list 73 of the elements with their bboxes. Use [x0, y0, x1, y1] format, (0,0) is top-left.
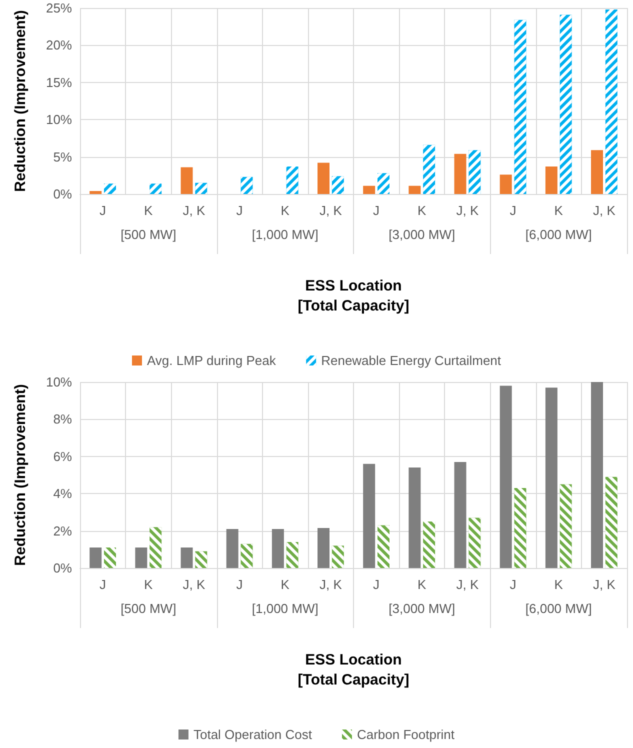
- x-tick-label: J: [510, 577, 516, 592]
- bar: [500, 174, 512, 194]
- y-tick-label: 15%: [46, 74, 72, 90]
- text: [500 MW]: [120, 227, 176, 242]
- bar: [318, 162, 330, 194]
- y-tick-label: 10%: [46, 374, 72, 390]
- x-tick-label: K: [144, 203, 154, 218]
- y-tick-label: 6%: [53, 448, 72, 464]
- bar: [226, 528, 238, 568]
- x-tick-label: J: [236, 577, 243, 592]
- y-axis-title: Reduction (Improvement): [12, 10, 29, 192]
- text: [3,000 MW]: [388, 601, 456, 616]
- text: [1,000 MW]: [252, 227, 318, 242]
- x-tick-label: K: [554, 203, 564, 218]
- bar: [454, 154, 466, 194]
- x-tick-label: J, K: [182, 577, 206, 592]
- y-tick-label: 0%: [53, 560, 72, 576]
- y-tick-label: 8%: [53, 412, 72, 427]
- x-tick-label: J: [100, 577, 106, 592]
- bar: [545, 166, 558, 194]
- y-tick-label: 20%: [46, 38, 72, 53]
- x-tick-label: J: [236, 203, 243, 218]
- y-tick-label: 2%: [53, 523, 72, 538]
- x-tick-label: K: [144, 577, 154, 592]
- x-tick-label: K: [280, 577, 290, 592]
- x-tick-label: J, K: [320, 577, 342, 592]
- bar: [272, 528, 284, 568]
- bar: [363, 464, 376, 568]
- y-tick-label: 4%: [53, 486, 72, 502]
- text: [3,000 MW]: [388, 227, 456, 242]
- bar: [135, 548, 148, 568]
- bar: [500, 386, 512, 568]
- bar: [180, 167, 193, 194]
- text: [6,000 MW]: [525, 601, 592, 616]
- legend-label: Total Operation Cost: [193, 727, 312, 742]
- x-tick-label: K: [554, 577, 564, 592]
- x-tick-label: K: [418, 577, 427, 592]
- bar: [545, 388, 558, 568]
- bar: [180, 548, 193, 568]
- y-tick-label: 0%: [53, 186, 72, 202]
- legend-label: Avg. LMP during Peak: [146, 353, 276, 368]
- text: [6,000 MW]: [525, 227, 592, 242]
- text: [500 MW]: [120, 601, 176, 616]
- y-tick-label: 25%: [46, 0, 72, 16]
- bar: [363, 186, 376, 194]
- x-axis-title: ESS Location [Total Capacity]: [298, 278, 410, 314]
- x-tick-label: J, K: [320, 203, 342, 218]
- x-tick-label: J, K: [593, 203, 616, 218]
- text: [1,000 MW]: [252, 601, 318, 616]
- bar: [454, 462, 466, 568]
- x-tick-label: J, K: [456, 577, 479, 592]
- bar: [90, 191, 102, 194]
- x-tick-label: J: [100, 203, 106, 218]
- x-tick-label: J: [510, 203, 516, 218]
- x-tick-label: K: [418, 203, 427, 218]
- bar: [318, 528, 330, 568]
- x-tick-label: J, K: [456, 203, 479, 218]
- x-tick-label: J, K: [182, 203, 206, 218]
- bar: [408, 468, 421, 568]
- y-axis-title: Reduction (Improvement): [12, 384, 29, 566]
- x-axis-title: ESS Location [Total Capacity]: [298, 652, 410, 688]
- bar: [408, 186, 421, 194]
- x-tick-label: K: [280, 203, 290, 218]
- y-tick-label: 5%: [53, 149, 72, 164]
- x-tick-label: J, K: [593, 577, 616, 592]
- legend-label: Carbon Footprint: [356, 727, 455, 742]
- x-tick-label: J: [373, 203, 380, 218]
- bar: [591, 150, 604, 194]
- y-tick-label: 10%: [46, 112, 72, 128]
- x-tick-label: J: [373, 577, 380, 592]
- legend-label: Renewable Energy Curtailment: [321, 353, 502, 368]
- bar: [90, 548, 102, 568]
- bar: [591, 382, 604, 568]
